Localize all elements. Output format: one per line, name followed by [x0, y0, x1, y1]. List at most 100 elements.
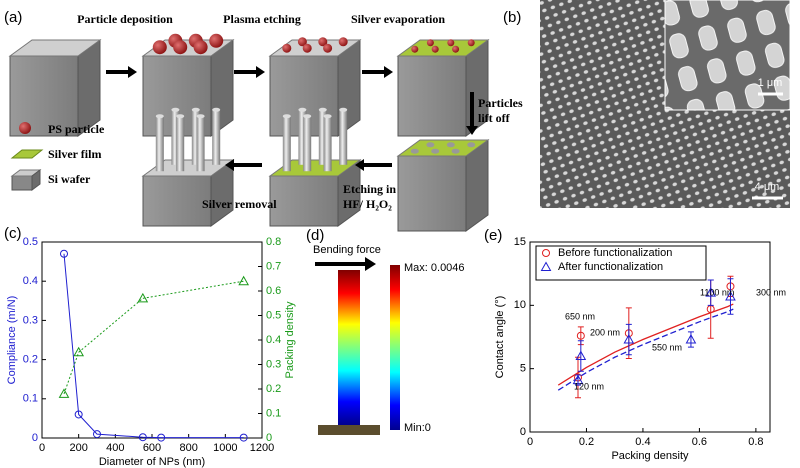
x-axis-title: Packing density [611, 450, 689, 462]
marker [576, 331, 585, 340]
step-label: Etching in [343, 182, 396, 196]
marker [623, 334, 635, 344]
ps-particle [152, 40, 167, 55]
y-tick-label: 0.3 [23, 314, 38, 326]
annotation: 550 nm [652, 342, 682, 352]
y-tick-label: 0.1 [23, 393, 38, 405]
marker [725, 290, 736, 301]
marker [157, 433, 166, 442]
cube-top [8, 39, 102, 57]
ps-particle [323, 43, 333, 53]
hole [467, 142, 476, 148]
step-label: Particle deposition [77, 12, 173, 26]
nanopillar [196, 116, 205, 172]
legend-label: After functionalization [558, 261, 663, 273]
pillar-top [171, 107, 180, 112]
nanopillar [298, 109, 307, 165]
x-axis-title: Diameter of NPs (nm) [99, 456, 205, 468]
legend-marker [540, 261, 552, 271]
pillar-top [176, 114, 185, 119]
series-line [63, 280, 244, 395]
hole [431, 148, 440, 154]
marker [93, 430, 101, 439]
colorbar-title: Bending force [313, 244, 381, 256]
colorbar-min: Min:0 [404, 422, 431, 434]
ps-particle [467, 39, 475, 47]
y-tick-label: 0.4 [23, 275, 38, 287]
ps-particle [452, 45, 460, 53]
ps-particle [426, 39, 434, 47]
x-tick-label: 0.2 [579, 436, 594, 448]
y2-tick-label: 0.4 [266, 334, 281, 346]
arrow-head [466, 126, 478, 135]
marker [73, 346, 85, 357]
y2-tick-label: 0.7 [266, 260, 281, 272]
scale-label: 1 μm [758, 77, 783, 89]
arrow-head [128, 66, 137, 78]
annotation: 300 nm [756, 287, 786, 297]
hole [426, 142, 435, 148]
nanopillar [303, 116, 312, 172]
nanopillar [191, 109, 200, 165]
fit-line [557, 303, 734, 386]
beam [338, 270, 360, 425]
marker [58, 388, 70, 398]
legend-marker [542, 249, 550, 257]
pillar-top [196, 114, 205, 119]
panel-label: (b) [503, 9, 521, 26]
ps-particle [282, 43, 292, 53]
y-axis-title: Contact angle (°) [494, 296, 506, 379]
legend-box [535, 245, 707, 281]
hole [451, 148, 460, 154]
step-label: Plasma etching [223, 12, 301, 26]
legend-label: Before functionalization [558, 247, 672, 259]
x-tick-label: 0 [527, 436, 533, 448]
step-label: lift off [478, 111, 511, 125]
cube-front [269, 175, 339, 227]
marker [238, 275, 250, 286]
legend-film [10, 149, 44, 159]
ps-particle [193, 40, 208, 55]
nanopillar [212, 109, 221, 165]
annotation: 120 nm [574, 381, 604, 391]
arrow-head [256, 66, 265, 78]
hole [410, 148, 419, 154]
arrow-head [225, 159, 234, 171]
y-tick-label: 5 [520, 363, 526, 375]
pillar-top [323, 114, 332, 119]
step-label: Particles [478, 96, 523, 110]
y-tick-label: 0.2 [23, 354, 38, 366]
annotation: 1100 nm [700, 287, 734, 297]
cube-front [397, 155, 467, 232]
x-tick-label: 1200 [250, 442, 274, 454]
y2-tick-label: 0.8 [266, 236, 281, 248]
pillar-top [303, 114, 312, 119]
ps-particle [431, 45, 439, 53]
ps-particle [318, 37, 328, 47]
annotation: 650 nm [565, 311, 595, 321]
y-tick-label: 0 [32, 432, 38, 444]
pillar-top [318, 107, 327, 112]
ps-particle [173, 40, 188, 55]
beam-base [318, 425, 380, 435]
x-tick-label: 0.6 [692, 436, 707, 448]
plot-frame [529, 241, 771, 433]
marker [572, 374, 584, 385]
nanopillar [339, 109, 348, 165]
cube-front [397, 55, 467, 137]
arrow-head [355, 159, 364, 171]
fit-line [557, 308, 734, 391]
x-tick-label: 600 [143, 442, 161, 454]
cube-top [396, 39, 490, 57]
legend-label: Silver film [48, 147, 101, 161]
ps-particle [338, 37, 348, 47]
step-label: Silver removal [202, 197, 277, 211]
sem-inset [664, 0, 791, 111]
x-tick-label: 0.4 [635, 436, 650, 448]
panel-label: (a) [4, 9, 22, 26]
pillar-top [339, 107, 348, 112]
annotation: 200 nm [590, 327, 620, 337]
nanopillar [282, 116, 291, 172]
x-tick-label: 800 [179, 442, 197, 454]
nanopillar [323, 116, 332, 172]
